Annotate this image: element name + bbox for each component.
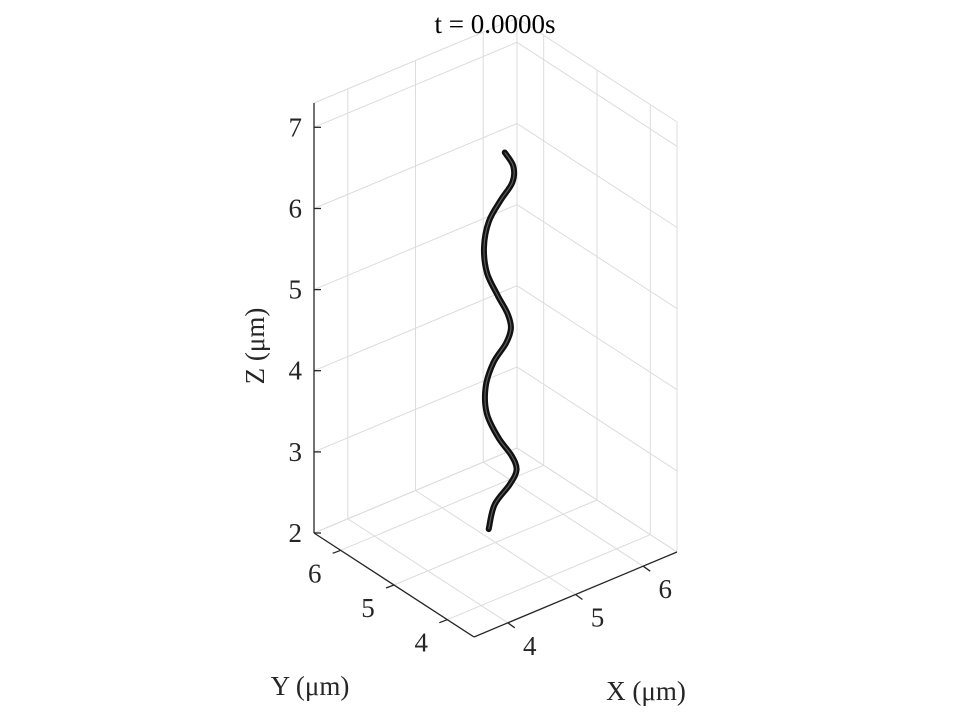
series-line-highlight <box>483 152 518 530</box>
side-grid-horizontal-z <box>516 41 678 147</box>
z-tick-label: 3 <box>289 437 303 467</box>
y-tick-mark <box>332 549 341 554</box>
x-tick-mark <box>575 593 583 601</box>
back-grid-horizontal-z <box>313 366 518 453</box>
y-tick-label: 6 <box>308 558 322 588</box>
x-tick-label: 5 <box>591 603 605 633</box>
axis-lines <box>313 103 678 638</box>
tick-marks <box>314 126 651 629</box>
back-grid-horizontal-z <box>313 123 518 209</box>
floor-grid-line-y <box>393 499 598 586</box>
floor-grid-line-y <box>447 534 651 621</box>
z-tick-label: 4 <box>289 356 303 386</box>
z-tick-label: 7 <box>289 112 303 142</box>
pane-edge-floor-back <box>313 447 518 534</box>
x-tick-mark <box>507 622 516 629</box>
curve-layer <box>480 149 520 533</box>
y-tick-mark <box>439 619 448 624</box>
y-tick-mark <box>385 584 395 589</box>
y-tick-label: 4 <box>415 628 429 658</box>
z-tick-label: 6 <box>289 194 303 224</box>
pane-edge-top-side <box>516 17 678 123</box>
grid-lines <box>313 17 678 624</box>
side-grid-horizontal-z <box>516 366 678 472</box>
pane-edge-floor-side <box>516 447 678 553</box>
pane-edge-top-back <box>313 17 518 104</box>
x-tick-label: 4 <box>523 631 537 661</box>
z-tick-label: 5 <box>289 275 303 305</box>
back-grid-horizontal-z <box>313 41 518 128</box>
z-tick-label: 2 <box>289 518 303 548</box>
x-tick-mark <box>642 565 651 572</box>
side-grid-horizontal-z <box>516 123 678 228</box>
z-axis-label: Z (μm) <box>240 308 270 385</box>
chart-title: t = 0.0000s <box>435 9 556 39</box>
y-axis-label: Y (μm) <box>271 671 350 701</box>
side-grid-horizontal-z <box>516 204 678 310</box>
x-tick-label: 6 <box>658 574 672 604</box>
y-tick-label: 5 <box>361 593 375 623</box>
series-line <box>480 149 520 533</box>
side-grid-horizontal-z <box>516 285 678 391</box>
x-axis-label: X (μm) <box>606 676 686 706</box>
back-grid-horizontal-z <box>313 285 518 372</box>
back-grid-horizontal-z <box>313 204 518 291</box>
